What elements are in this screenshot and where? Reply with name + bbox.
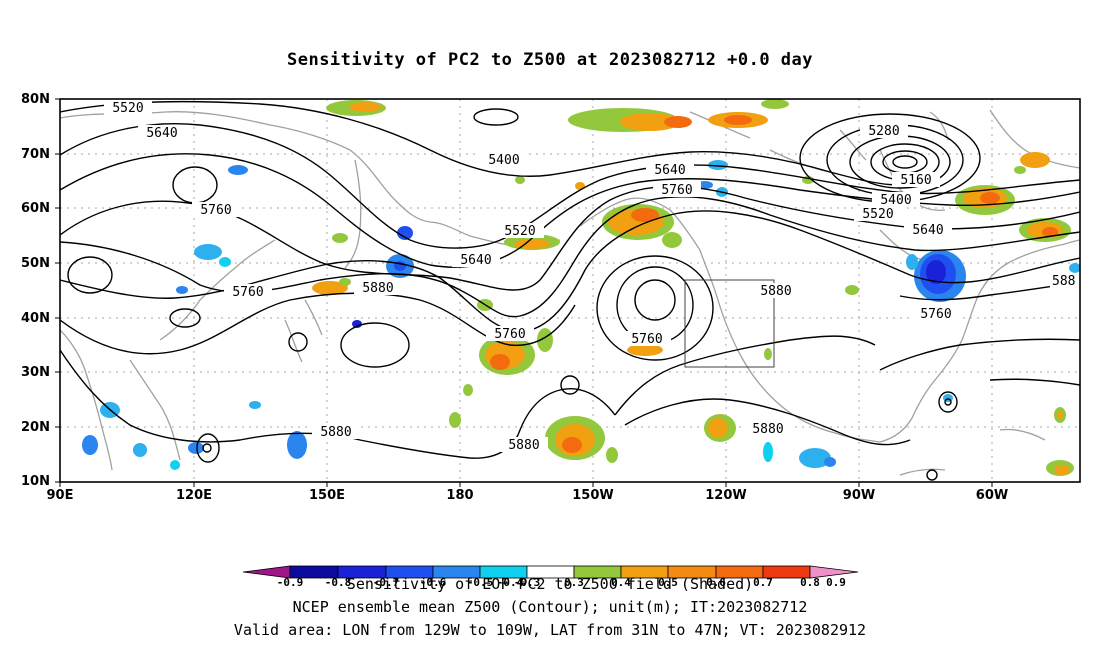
lat-label-10n: 10N bbox=[21, 474, 50, 489]
colorbar bbox=[242, 565, 859, 579]
contour-label: 5760 bbox=[192, 202, 240, 218]
lat-label-20n: 20N bbox=[21, 420, 50, 435]
caption-contour: NCEP ensemble mean Z500 (Contour); unit(… bbox=[292, 598, 808, 616]
svg-text:5760: 5760 bbox=[661, 183, 692, 198]
svg-text:5880: 5880 bbox=[508, 438, 539, 453]
colorbar-tick-label: -0.7 bbox=[373, 576, 400, 589]
colorbar-cell bbox=[809, 565, 859, 579]
contour-label: 5880 bbox=[744, 421, 792, 437]
lon-label-180: 180 bbox=[446, 488, 474, 503]
svg-text:5160: 5160 bbox=[900, 173, 931, 188]
lon-label-90e: 90E bbox=[46, 488, 74, 503]
svg-text:5880: 5880 bbox=[760, 284, 791, 299]
colorbar-tick-label: -0.6 bbox=[420, 576, 447, 589]
svg-text:5760: 5760 bbox=[200, 203, 231, 218]
svg-text:5640: 5640 bbox=[460, 253, 491, 268]
contour-label: 5760 bbox=[653, 182, 701, 198]
lat-label-60n: 60N bbox=[21, 201, 50, 216]
colorbar-tick-label: 0.8 bbox=[800, 576, 820, 589]
colorbar-tick-labels: -0.9 -0.8 -0.7 -0.6 -0.5 -0.3 0.3 0.4 0.… bbox=[277, 576, 846, 589]
lat-label-50n: 50N bbox=[21, 256, 50, 271]
contour-label: 5640 bbox=[646, 162, 694, 178]
svg-text:5760: 5760 bbox=[232, 285, 263, 300]
contour-label: 5160 bbox=[892, 172, 940, 188]
valid-area-box bbox=[684, 279, 775, 368]
lon-label-150e: 150E bbox=[308, 488, 346, 503]
map-area bbox=[60, 99, 1080, 482]
svg-text:5880: 5880 bbox=[362, 281, 393, 296]
lon-label-150w: 150W bbox=[572, 488, 614, 503]
colorbar-tick-label: 0.6 bbox=[706, 576, 726, 589]
svg-text:5520: 5520 bbox=[504, 224, 535, 239]
contour-label: 5880 bbox=[500, 437, 548, 453]
colorbar-tick-label: 0.9 bbox=[826, 576, 846, 589]
svg-text:5640: 5640 bbox=[654, 163, 685, 178]
contour-label: 5640 bbox=[452, 252, 500, 268]
lat-label-30n: 30N bbox=[21, 365, 50, 380]
lon-label-120w: 120W bbox=[705, 488, 747, 503]
contour-label: 5760 bbox=[224, 284, 272, 300]
svg-text:5640: 5640 bbox=[912, 223, 943, 238]
map-frame bbox=[59, 98, 1081, 483]
colorbar-tick-label: -0.8 bbox=[325, 576, 352, 589]
colorbar-tick-label: -0.9 bbox=[277, 576, 304, 589]
colorbar-tick-label: 0.3 bbox=[564, 576, 584, 589]
svg-text:5520: 5520 bbox=[112, 101, 143, 116]
colorbar-tick-label: -0.4 bbox=[497, 576, 524, 589]
contour-label: 5640 bbox=[138, 125, 186, 141]
caption-valid-area: Valid area: LON from 129W to 109W, LAT f… bbox=[233, 621, 867, 639]
lat-label-70n: 70N bbox=[21, 147, 50, 162]
axis-ticks bbox=[55, 98, 993, 487]
lon-label-90w: 90W bbox=[842, 488, 876, 503]
plot-title: Sensitivity of PC2 to Z500 at 2023082712… bbox=[286, 50, 813, 70]
contour-label: 5880 bbox=[354, 280, 402, 296]
colorbar-tick-label: 0.7 bbox=[753, 576, 773, 589]
svg-text:5760: 5760 bbox=[631, 332, 662, 347]
contour-label: 588 bbox=[1050, 273, 1080, 289]
colorbar-tick-label: -0.5 bbox=[467, 576, 494, 589]
contour-label: 5640 bbox=[904, 222, 952, 238]
contour-label: 5760 bbox=[486, 326, 534, 342]
colorbar-tick-label: 0.5 bbox=[658, 576, 678, 589]
lon-label-120e: 120E bbox=[175, 488, 213, 503]
contour-label: 5520 bbox=[854, 206, 902, 222]
svg-text:5760: 5760 bbox=[920, 307, 951, 322]
svg-text:5760: 5760 bbox=[494, 327, 525, 342]
svg-text:5640: 5640 bbox=[146, 126, 177, 141]
contour-labels: 5520 5640 5400 5760 5640 5760 5280 5160 … bbox=[104, 100, 1080, 453]
colorbar-tick-label: 0.4 bbox=[611, 576, 631, 589]
svg-text:5400: 5400 bbox=[488, 153, 519, 168]
contour-label: 5880 bbox=[752, 283, 800, 299]
svg-text:5520: 5520 bbox=[862, 207, 893, 222]
svg-text:5280: 5280 bbox=[868, 124, 899, 139]
contour-label: 5280 bbox=[860, 123, 908, 139]
contour-label: 5520 bbox=[496, 223, 544, 239]
svg-text:5880: 5880 bbox=[752, 422, 783, 437]
coastlines bbox=[60, 109, 1080, 476]
contour-label: 5400 bbox=[872, 192, 920, 208]
lat-label-40n: 40N bbox=[21, 311, 50, 326]
caption-shaded: Sensitivity of EOF PC2 to Z500 field (Sh… bbox=[346, 575, 754, 593]
contour-label: 5760 bbox=[623, 331, 671, 347]
lat-label-80n: 80N bbox=[21, 92, 50, 107]
lon-label-60w: 60W bbox=[975, 488, 1009, 503]
svg-text:588: 588 bbox=[1052, 274, 1075, 289]
contour-label: 5760 bbox=[912, 306, 960, 322]
colorbar-tick-label: -0.3 bbox=[514, 576, 541, 589]
contour-label: 5880 bbox=[312, 424, 360, 440]
svg-text:5880: 5880 bbox=[320, 425, 351, 440]
svg-text:5400: 5400 bbox=[880, 193, 911, 208]
contour-label: 5520 bbox=[104, 100, 152, 116]
contour-label: 5400 bbox=[480, 152, 528, 168]
